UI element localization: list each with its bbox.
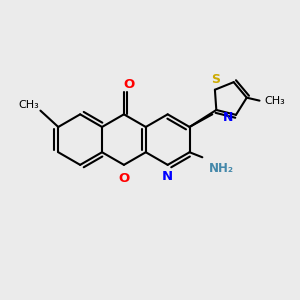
Text: O: O	[118, 172, 130, 185]
Text: N: N	[223, 111, 234, 124]
Text: NH₂: NH₂	[209, 162, 234, 175]
Text: N: N	[161, 170, 172, 183]
Text: CH₃: CH₃	[18, 100, 39, 110]
Text: S: S	[211, 73, 220, 86]
Text: CH₃: CH₃	[265, 96, 285, 106]
Text: O: O	[124, 78, 135, 91]
